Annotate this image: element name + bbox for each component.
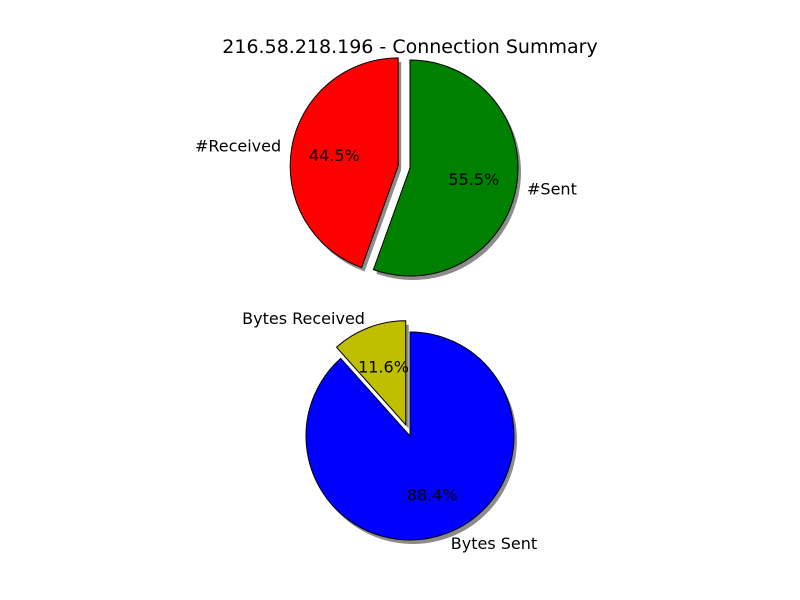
slice-bytes-received [335, 320, 407, 427]
pie-connections: 44.5% #Received 55.5% #Sent [195, 57, 577, 280]
slice-label-sent: #Sent [527, 179, 577, 198]
pct-label-bytes-received: 11.6% [358, 357, 409, 376]
slice-label-bytes-received: Bytes Received [242, 309, 365, 328]
slice-sent [372, 59, 519, 277]
pie-bytes: 11.6% Bytes Received 88.4% Bytes Sent [242, 309, 537, 553]
pct-label-received: 44.5% [309, 146, 360, 165]
slice-label-bytes-sent: Bytes Sent [451, 534, 537, 553]
pct-label-bytes-sent: 88.4% [407, 485, 458, 504]
slice-received [289, 57, 399, 269]
chart-title: 216.58.218.196 - Connection Summary [222, 36, 597, 58]
slice-label-received: #Received [195, 137, 281, 156]
slice-bytes-sent [305, 331, 515, 541]
pct-label-sent: 55.5% [448, 170, 499, 189]
